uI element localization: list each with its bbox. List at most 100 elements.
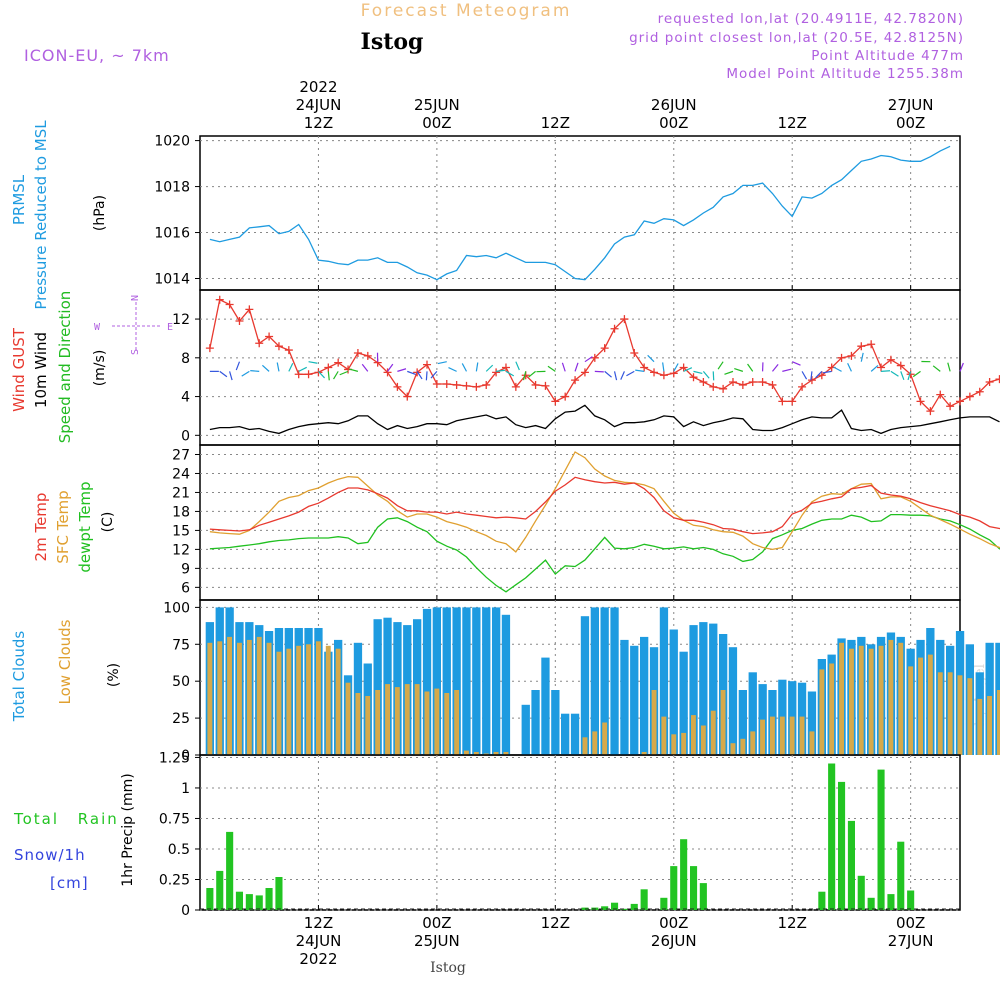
low-cloud-bar — [789, 716, 795, 755]
wind-direction-arrow — [815, 370, 823, 379]
low-cloud-bar — [651, 690, 657, 755]
low-cloud-bar — [770, 716, 775, 755]
gust-marker — [561, 392, 570, 401]
wind-direction-arrow — [229, 371, 233, 381]
gust-marker — [403, 392, 412, 401]
temp-ytick-label: 27 — [172, 447, 190, 463]
clouds-ytick-label: 75 — [172, 637, 190, 653]
wind-direction-arrow — [387, 363, 394, 372]
total-cloud-bar — [659, 607, 669, 755]
total-cloud-bar — [452, 607, 461, 755]
low-cloud-bar — [385, 684, 390, 755]
gust-marker — [748, 378, 757, 387]
wind-direction-arrow — [505, 370, 515, 377]
gust-marker — [215, 295, 224, 304]
top-date-label: 12Z — [541, 114, 570, 132]
model-label: ICON-EU, ~ 7km — [24, 46, 170, 65]
rain-bar — [611, 902, 619, 910]
wind-direction-arrow — [262, 364, 270, 372]
top-date-label: 24JUN — [296, 96, 342, 114]
low-cloud-bar — [730, 743, 736, 755]
temp-ytick-label: 15 — [172, 523, 190, 539]
wind-direction-arrow — [847, 362, 852, 372]
low-cloud-bar — [454, 690, 460, 755]
wind-direction-arrow — [430, 370, 438, 379]
cloud-label-total: Total Clouds — [10, 631, 28, 723]
footer-location: Istog — [430, 960, 466, 976]
wind-direction-arrow — [860, 352, 864, 362]
gust-marker — [610, 324, 619, 333]
total-cloud-bar — [472, 607, 481, 755]
clouds-ytick-label: 25 — [172, 711, 190, 727]
low-cloud-bar — [316, 641, 321, 755]
bottom-date-label: 00Z — [659, 914, 688, 932]
top-date-label: 12Z — [778, 114, 807, 132]
top-date-label: 2022 — [299, 78, 337, 96]
rain-bar — [601, 906, 609, 910]
low-cloud-bar — [217, 641, 223, 755]
precip-unit: 1hr Precip (mm) — [120, 773, 136, 886]
rain-bar — [907, 890, 915, 910]
wind-direction-arrow — [673, 363, 679, 372]
clouds-ytick-label: 50 — [172, 674, 190, 690]
wind-direction-arrow — [647, 354, 655, 363]
low-cloud-bar — [878, 645, 884, 755]
gust-marker — [472, 382, 481, 391]
total-cloud-bar — [482, 607, 491, 755]
wind-unit: (m/s) — [92, 350, 108, 387]
wind-direction-arrow — [235, 361, 241, 371]
precip-label-cm: [cm] — [50, 874, 89, 892]
top-date-label: 00Z — [422, 114, 451, 132]
sfc-temp-line — [209, 451, 1000, 553]
compass-n: N — [130, 295, 141, 301]
clouds-ytick-label: 0 — [181, 748, 190, 764]
location-title: Istog — [361, 29, 424, 55]
wind-direction-arrow — [912, 370, 921, 378]
rain-bar — [255, 895, 263, 910]
wind-direction-arrow — [724, 370, 734, 375]
temp-label-dewpt: dewpt Temp — [76, 481, 94, 572]
bottom-date-label: 27JUN — [888, 932, 934, 950]
temp-ytick-label: 9 — [181, 561, 190, 577]
low-cloud-bar — [375, 690, 381, 755]
wind-direction-arrow — [515, 361, 520, 371]
low-cloud-bar — [276, 651, 282, 755]
low-cloud-bar — [434, 688, 440, 755]
top-date-label: 27JUN — [888, 96, 934, 114]
wind-direction-arrow — [717, 361, 724, 370]
wind-direction-arrow — [522, 371, 527, 381]
gust-marker — [423, 360, 432, 369]
gust-marker — [936, 390, 945, 399]
total-cloud-bar — [600, 607, 609, 755]
wind-direction-arrow — [318, 370, 326, 379]
low-cloud-bar — [266, 642, 272, 755]
gust-marker — [778, 397, 787, 406]
low-cloud-bar — [898, 642, 904, 755]
total-cloud-bar — [570, 713, 580, 755]
gust-marker — [600, 344, 609, 353]
chart-title: Forecast Meteogram — [361, 1, 572, 21]
wind-direction-arrow — [361, 363, 369, 372]
low-cloud-bar — [947, 672, 953, 755]
rain-bar — [206, 888, 214, 910]
gust-marker — [393, 382, 402, 391]
rain-bar — [216, 870, 224, 910]
precip-ytick-label: 1 — [181, 781, 190, 797]
total-cloud-bar — [501, 614, 511, 755]
temp-ytick-label: 21 — [172, 485, 190, 501]
wind-direction-arrow — [298, 366, 307, 372]
temp-label-2m: 2m Temp — [32, 493, 50, 562]
precip-ytick-label: 0.25 — [159, 872, 190, 888]
low-cloud-bar — [641, 752, 647, 755]
gust-marker — [590, 353, 599, 362]
rain-bar — [235, 891, 243, 910]
low-cloud-bar — [256, 636, 262, 755]
wind-direction-arrow — [959, 362, 964, 372]
total-cloud-bar — [669, 629, 678, 755]
gust-marker — [294, 370, 303, 379]
wind-direction-arrow — [635, 369, 645, 372]
wind-direction-arrow — [620, 371, 625, 380]
low-cloud-bar — [424, 691, 430, 755]
low-cloud-bar — [918, 657, 923, 755]
